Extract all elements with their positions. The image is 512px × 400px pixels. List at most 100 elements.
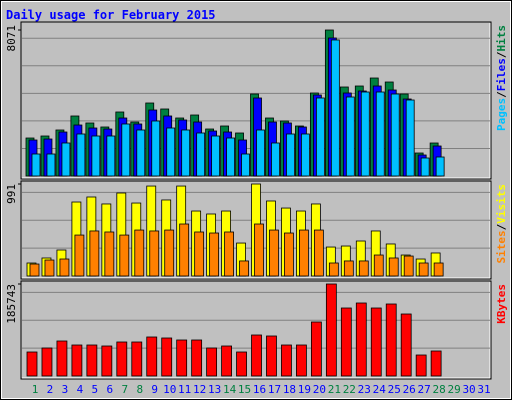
bar (415, 354, 427, 377)
bar (211, 135, 221, 177)
legend-entry: Hits (495, 25, 508, 52)
bar (91, 135, 101, 177)
x-tick-label: 20 (313, 383, 326, 396)
bar (181, 129, 191, 177)
legend-separator: / (495, 223, 508, 230)
bar (209, 232, 220, 277)
bar (373, 254, 384, 277)
x-tick-label: 7 (121, 383, 128, 396)
bar (31, 153, 41, 177)
legend-entry: Pages (495, 98, 508, 131)
bar (254, 223, 264, 277)
bar (131, 341, 143, 377)
x-tick-label: 6 (107, 383, 114, 396)
bar (146, 336, 158, 377)
x-tick-label: 11 (178, 383, 191, 396)
bar (403, 255, 414, 277)
bar (26, 351, 38, 377)
bar (116, 341, 128, 377)
x-tick-label: 28 (433, 383, 446, 396)
bar (325, 283, 337, 377)
x-tick-label: 16 (253, 383, 266, 396)
bar (256, 129, 265, 177)
bar (433, 262, 444, 277)
bar (355, 302, 367, 377)
x-tick-label: 15 (238, 383, 251, 396)
x-tick-label: 25 (388, 383, 401, 396)
bar (266, 335, 277, 377)
bar (313, 229, 324, 277)
legend-separator: / (495, 51, 508, 58)
bar (281, 344, 292, 377)
bar (286, 133, 295, 177)
bar (370, 307, 382, 377)
x-tick-label: 29 (447, 383, 460, 396)
bar (194, 231, 205, 277)
x-tick-label: 12 (193, 383, 206, 396)
legend: Pages/Files/Hits (495, 25, 508, 131)
bar (310, 321, 322, 377)
x-tick-label: 26 (403, 383, 416, 396)
bar (430, 350, 442, 377)
bar (418, 262, 429, 277)
bar (166, 127, 176, 177)
x-tick-label: 31 (477, 383, 490, 396)
bar (420, 157, 430, 177)
x-tick-label: 18 (283, 383, 296, 396)
bar (343, 260, 354, 277)
bar (101, 345, 113, 377)
bar (315, 97, 325, 177)
x-tick-label: 9 (151, 383, 158, 396)
bar (106, 135, 116, 177)
bar (271, 142, 280, 177)
x-tick-label: 24 (373, 383, 387, 396)
x-tick-label: 4 (77, 383, 84, 396)
bar (104, 231, 115, 277)
legend-separator: / (495, 91, 508, 98)
x-tick-label: 17 (268, 383, 281, 396)
bar (191, 339, 203, 377)
legend-entry: Files (495, 58, 508, 91)
bar (176, 339, 188, 377)
x-tick-label: 30 (462, 383, 475, 396)
bar (119, 234, 130, 277)
bar (121, 123, 131, 177)
bar (161, 337, 173, 377)
bar (74, 234, 85, 277)
bar (41, 347, 53, 377)
bar (328, 262, 339, 277)
bar (299, 229, 309, 277)
x-tick-label: 10 (163, 383, 176, 396)
bar (196, 132, 206, 177)
bar (149, 230, 160, 277)
bar (269, 229, 279, 277)
y-tick-label: 185743 (5, 284, 18, 324)
bar (71, 344, 83, 377)
bar (224, 231, 234, 277)
bar (136, 129, 146, 177)
bar (61, 142, 71, 177)
bar (179, 223, 190, 277)
chart-title: Daily usage for February 2015 (6, 8, 216, 22)
bar (284, 232, 294, 277)
bar (236, 351, 247, 377)
x-tick-label: 8 (136, 383, 143, 396)
bar (241, 153, 250, 177)
x-tick-label: 23 (358, 383, 371, 396)
legend: Sites/Visits (495, 184, 508, 264)
bar (390, 93, 400, 177)
bar (340, 307, 352, 377)
x-tick-label: 14 (223, 383, 237, 396)
bar (134, 229, 145, 277)
x-tick-label: 2 (47, 383, 54, 396)
bar (206, 347, 218, 377)
bar (360, 91, 370, 177)
x-tick-label: 13 (208, 383, 221, 396)
bar (375, 91, 385, 177)
bar (385, 303, 397, 377)
bar (59, 258, 70, 277)
bar (151, 120, 161, 177)
bar (345, 96, 355, 177)
x-tick-label: 21 (328, 383, 341, 396)
